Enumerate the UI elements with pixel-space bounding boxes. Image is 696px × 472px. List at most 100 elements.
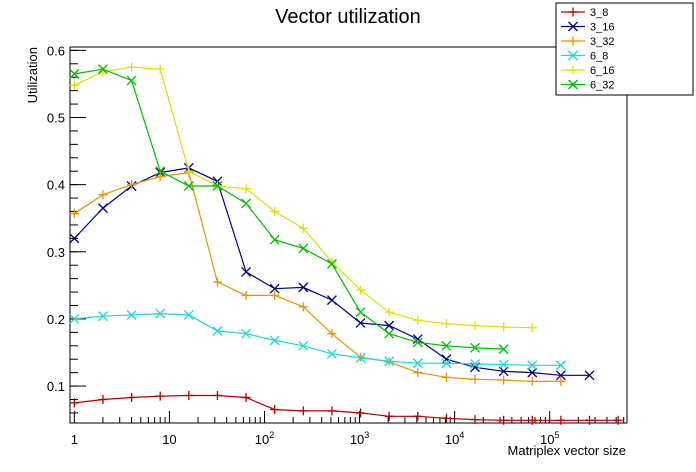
data-point bbox=[555, 360, 566, 371]
data-point bbox=[98, 64, 108, 75]
data-point bbox=[555, 370, 566, 381]
y-tick-label: 0.1 bbox=[47, 379, 65, 394]
data-point bbox=[499, 322, 509, 332]
data-point bbox=[441, 354, 452, 365]
data-point bbox=[585, 415, 595, 425]
legend: 3_8 3_16 3_32 6_8 6_16 6_32 bbox=[555, 2, 694, 96]
axes: 0.10.20.30.40.50.61 10 102 103 104 105 bbox=[47, 43, 625, 447]
series-line bbox=[74, 394, 619, 421]
data-point bbox=[470, 342, 480, 353]
plot-frame bbox=[69, 46, 628, 424]
data-point bbox=[98, 190, 108, 200]
data-point bbox=[584, 370, 595, 381]
data-point bbox=[155, 64, 165, 74]
data-point bbox=[241, 328, 252, 339]
data-point bbox=[298, 243, 309, 254]
data-point bbox=[356, 285, 366, 295]
y-tick-label: 0.2 bbox=[47, 312, 65, 327]
data-point bbox=[568, 65, 578, 75]
series-layer bbox=[69, 62, 623, 425]
data-point bbox=[126, 309, 137, 320]
data-point bbox=[441, 372, 451, 382]
data-point bbox=[69, 398, 79, 408]
data-point bbox=[413, 411, 423, 421]
data-point bbox=[69, 80, 79, 90]
data-point bbox=[155, 166, 166, 177]
legend-items: 3_8 3_16 3_32 6_8 6_16 6_32 bbox=[561, 7, 614, 92]
legend-label: 6_32 bbox=[590, 80, 614, 92]
data-point bbox=[441, 358, 452, 369]
data-point bbox=[356, 408, 366, 418]
data-point bbox=[298, 340, 309, 351]
data-point bbox=[527, 415, 537, 425]
data-point bbox=[269, 283, 280, 294]
data-point bbox=[184, 390, 194, 400]
data-point bbox=[98, 311, 108, 322]
y-tick-label: 0.6 bbox=[47, 43, 65, 58]
data-point bbox=[527, 376, 537, 386]
legend-item-6_16: 6_16 bbox=[561, 65, 614, 77]
data-point bbox=[270, 290, 280, 300]
data-point bbox=[326, 348, 337, 359]
data-point bbox=[556, 376, 566, 386]
legend-label: 3_32 bbox=[590, 36, 614, 48]
data-point bbox=[326, 295, 337, 306]
data-point bbox=[384, 328, 395, 339]
data-point bbox=[212, 390, 222, 400]
legend-item-6_32: 6_32 bbox=[561, 80, 614, 92]
data-point bbox=[412, 337, 423, 348]
data-point bbox=[384, 356, 395, 367]
data-point bbox=[155, 391, 165, 401]
chart-title: Vector utilization bbox=[275, 6, 421, 28]
data-point bbox=[127, 180, 137, 190]
data-point bbox=[470, 358, 480, 369]
data-point bbox=[355, 352, 366, 363]
data-point bbox=[269, 234, 280, 245]
data-point bbox=[183, 309, 194, 320]
data-point bbox=[212, 277, 222, 287]
data-point bbox=[212, 181, 223, 191]
legend-label: 3_8 bbox=[590, 7, 608, 19]
data-point bbox=[298, 302, 308, 312]
data-point bbox=[412, 358, 423, 369]
data-point bbox=[298, 223, 308, 233]
data-point bbox=[127, 62, 137, 72]
data-point bbox=[498, 344, 509, 355]
data-point bbox=[241, 266, 252, 277]
data-point bbox=[355, 307, 366, 318]
data-point bbox=[241, 198, 252, 209]
legend-item-3_16: 3_16 bbox=[561, 22, 614, 34]
data-point bbox=[69, 68, 80, 79]
data-point bbox=[241, 392, 251, 402]
data-point bbox=[527, 360, 538, 371]
data-point bbox=[327, 406, 337, 416]
legend-label: 6_16 bbox=[590, 65, 614, 77]
data-point bbox=[270, 207, 280, 216]
data-point bbox=[556, 415, 566, 425]
data-point bbox=[326, 258, 337, 269]
series-6_32 bbox=[69, 64, 509, 355]
data-point bbox=[355, 317, 366, 328]
data-point bbox=[384, 307, 394, 317]
data-point bbox=[384, 411, 394, 421]
x-tick-label: 1 bbox=[71, 432, 78, 447]
series-6_8 bbox=[69, 308, 566, 371]
legend-label: 6_8 bbox=[590, 51, 608, 63]
data-point bbox=[470, 374, 480, 384]
series-line bbox=[74, 171, 561, 382]
data-point bbox=[413, 368, 423, 378]
data-point bbox=[270, 405, 280, 415]
legend-item-6_8: 6_8 bbox=[561, 51, 608, 63]
data-point bbox=[269, 335, 280, 346]
data-point bbox=[127, 392, 137, 402]
data-point bbox=[499, 375, 509, 385]
data-point bbox=[384, 320, 395, 331]
data-point bbox=[126, 75, 137, 86]
legend-label: 3_16 bbox=[590, 22, 614, 34]
data-point bbox=[441, 340, 452, 351]
legend-item-3_32: 3_32 bbox=[561, 36, 614, 48]
data-point bbox=[184, 166, 194, 176]
data-point bbox=[441, 319, 451, 329]
data-point bbox=[498, 359, 509, 370]
series-line bbox=[74, 68, 504, 350]
